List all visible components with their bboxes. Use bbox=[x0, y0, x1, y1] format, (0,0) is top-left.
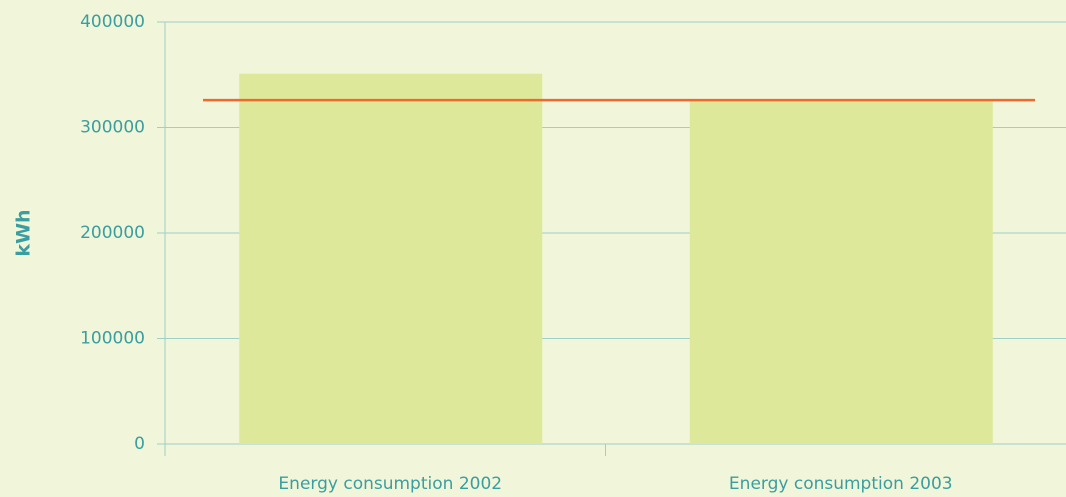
x-tick-label: Energy consumption 2002 bbox=[278, 474, 502, 494]
y-tick-label: 100000 bbox=[80, 329, 145, 349]
y-tick-label: 200000 bbox=[80, 223, 145, 243]
bar bbox=[239, 73, 543, 444]
y-axis-label: kWh bbox=[13, 209, 35, 256]
y-tick-label: 300000 bbox=[80, 118, 145, 138]
y-tick-label: 400000 bbox=[80, 12, 145, 32]
y-tick-label: 0 bbox=[134, 434, 145, 454]
x-tick-label: Energy consumption 2003 bbox=[729, 474, 953, 494]
bar bbox=[689, 100, 993, 444]
